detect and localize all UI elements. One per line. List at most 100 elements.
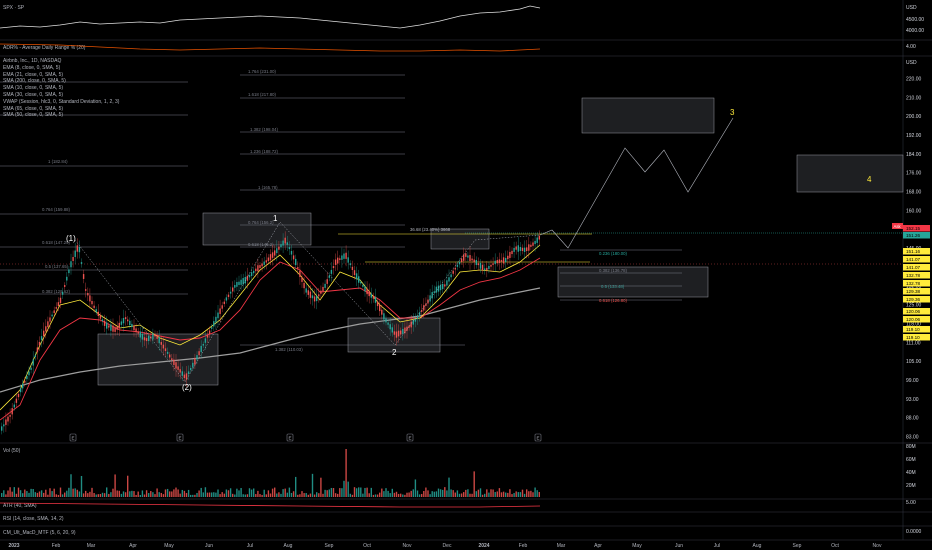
candle-body [74, 250, 76, 257]
volume-bar [40, 490, 43, 497]
volume-bar [353, 487, 356, 497]
candle-body [488, 265, 490, 269]
candle-body [297, 267, 299, 269]
volume-bar [339, 488, 341, 497]
candle-body [93, 305, 95, 308]
volume-bar [139, 494, 141, 497]
volume-bar [162, 494, 165, 497]
volume-bar [530, 490, 532, 497]
candle-body [259, 265, 261, 269]
volume-bar [334, 493, 337, 497]
volume-bar [429, 494, 431, 497]
zone-target[interactable] [557, 266, 709, 298]
volume-bar [187, 489, 190, 497]
vol-tick-2: 60M [906, 457, 916, 463]
volume-bar [446, 490, 448, 497]
volume-bar [120, 493, 123, 497]
volume-bar [59, 487, 62, 497]
volume-bar [389, 493, 391, 497]
price-badge-label: 120.06 [906, 309, 920, 314]
candle-body [404, 327, 406, 334]
volume-bar [1, 493, 3, 497]
candle-body [221, 305, 223, 309]
earnings-icon[interactable] [534, 433, 542, 442]
volume-bar [45, 489, 47, 497]
volume-bar [498, 488, 501, 497]
volume-bar [284, 488, 286, 497]
legend-symbol[interactable]: Airbnb, Inc., 1D, NASDAQ [3, 58, 62, 64]
candle-body [238, 281, 240, 285]
volume-bar [3, 490, 5, 497]
zone-measure[interactable] [430, 228, 490, 250]
time-axis[interactable]: 2023 Feb Mar Apr May Jun Jul Aug Sep Oct Nov Dec 202… [8, 543, 882, 549]
candle-body [397, 330, 400, 337]
candle-body [253, 270, 255, 274]
volume-bar [448, 477, 450, 497]
candle-body [122, 318, 125, 324]
zone-wave-1[interactable] [202, 212, 312, 246]
volume-bar [64, 492, 66, 497]
earnings-icon[interactable] [176, 433, 184, 442]
candle-body [305, 288, 307, 293]
zone-wave-3[interactable] [581, 97, 715, 134]
price-tick: 160.00 [906, 208, 922, 214]
volume-bar [225, 489, 228, 497]
price-badge-label: 151.16 [906, 249, 920, 254]
candle-body [429, 295, 431, 302]
candle-body [299, 270, 301, 277]
earnings-icon[interactable] [69, 433, 77, 442]
ask-badge[interactable] [892, 223, 903, 229]
legend-sma200[interactable]: SMA (200, close, 0, SMA, 5) [3, 78, 66, 85]
candle-body [24, 380, 26, 383]
zone-wave-2-primary[interactable] [97, 333, 219, 386]
vol-tick-4: 20M [906, 483, 916, 489]
candle-body [381, 309, 383, 315]
volume-bar [492, 489, 494, 497]
earnings-icon[interactable] [406, 433, 414, 442]
volume-bar [219, 494, 221, 497]
earnings-marker-label: E [178, 436, 181, 441]
candle-body [179, 369, 181, 373]
earnings-icon[interactable] [286, 433, 294, 442]
candle-body [19, 388, 22, 393]
zone-wave-4[interactable] [796, 154, 904, 193]
volume-bar [505, 492, 507, 497]
volume-bar [341, 488, 343, 497]
volume-bar [381, 488, 383, 497]
fib-right-3: 0.5 (133.48) [601, 284, 625, 289]
legend-vwap[interactable]: VWAP (Session, hlc3, 0, Standard Deviati… [3, 98, 120, 105]
candle-body [198, 351, 200, 356]
legend-sma30[interactable]: SMA (30, close, 0, SMA, 5) [3, 91, 64, 98]
spx-tick-2: 4000.00 [906, 28, 924, 34]
legend-ema8[interactable]: EMA (8, close, 0, SMA, 5) [3, 64, 61, 71]
volume-bar [364, 487, 366, 497]
volume-bar [76, 489, 78, 497]
volume-bar [502, 491, 505, 497]
volume-bar [379, 492, 381, 497]
volume-bar [179, 493, 181, 497]
candle-body [141, 333, 144, 340]
volume-bar [307, 494, 309, 497]
zone-wave-2[interactable] [347, 317, 441, 353]
legend-sma10[interactable]: SMA (10, close, 0, SMA, 5) [3, 85, 64, 92]
volume-bar [143, 494, 146, 497]
volume-bar [507, 492, 509, 497]
legend-sma65[interactable]: SMA (65, close, 0, SMA, 5) [3, 105, 64, 112]
volume-bar [110, 492, 112, 497]
legend-sma50[interactable]: SMA (50, close, 0, SMA, 5) [3, 112, 64, 119]
candle-body [276, 248, 278, 254]
volume-bar [351, 494, 354, 497]
candle-body [173, 359, 175, 366]
price-tick: 200.00 [906, 114, 922, 120]
indicator-legend[interactable]: Airbnb, Inc., 1D, NASDAQ EMA (8, close, … [3, 58, 119, 119]
volume-bar [7, 490, 9, 497]
volume-bar [171, 491, 173, 497]
volume-bar [61, 494, 64, 497]
volume-bar [469, 493, 471, 497]
candle-body [116, 326, 118, 330]
legend-ema21[interactable]: EMA (21, close, 0, SMA, 5) [3, 71, 64, 78]
volume-bar [169, 491, 171, 497]
candle-body [106, 322, 108, 329]
candle-body [439, 284, 442, 291]
